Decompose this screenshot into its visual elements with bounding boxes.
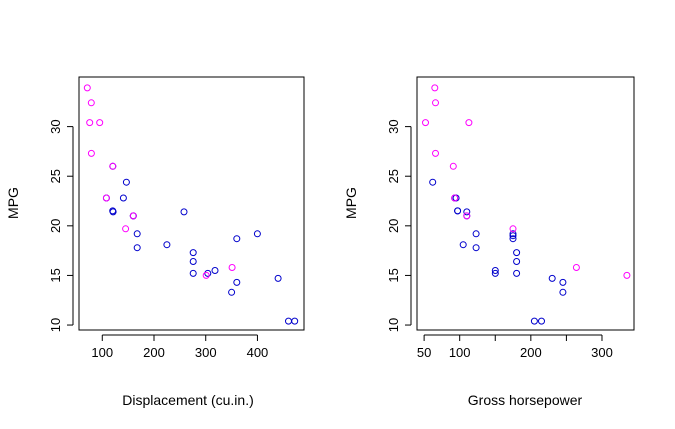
x-tick-label: 100	[449, 345, 471, 360]
data-point	[189, 249, 197, 257]
data-point	[509, 230, 517, 238]
y-axis-label: MPG	[343, 187, 359, 219]
data-points	[83, 84, 299, 325]
data-point	[86, 119, 94, 127]
y-tick-label: 25	[386, 169, 401, 183]
data-point	[129, 212, 137, 220]
data-point	[465, 119, 473, 127]
data-point	[291, 317, 299, 325]
data-point	[87, 149, 95, 157]
y-axis-label: MPG	[5, 187, 21, 219]
x-axis: 100 200 300 400	[91, 334, 269, 360]
data-point	[233, 278, 241, 286]
y-tick-label: 15	[48, 268, 63, 282]
y-axis: 10 15 20 25 30	[48, 119, 74, 332]
x-tick-label: 200	[143, 345, 165, 360]
data-point	[451, 194, 459, 202]
data-point	[513, 258, 521, 265]
displacement-scatter-panel: 100 200 300 400 10 15 20 25 30 Displacement (cu…	[5, 76, 305, 408]
data-point	[559, 288, 567, 296]
data-point	[449, 162, 457, 170]
data-point	[202, 271, 210, 279]
data-point	[432, 149, 439, 157]
data-point	[538, 317, 545, 325]
x-tick-label: 400	[247, 345, 269, 360]
x-axis-label: Displacement (cu.in.)	[122, 392, 254, 408]
data-point	[133, 230, 141, 238]
data-point	[530, 317, 538, 325]
x-axis: 50 100 200 300	[417, 334, 613, 360]
data-point	[509, 235, 517, 243]
data-point	[274, 274, 282, 282]
data-point	[429, 178, 437, 186]
data-point	[623, 271, 631, 279]
data-point	[491, 267, 499, 274]
data-point	[83, 84, 91, 92]
data-point	[285, 317, 292, 325]
data-point	[122, 225, 130, 233]
data-point	[228, 264, 236, 271]
data-point	[431, 84, 439, 92]
data-points	[422, 84, 631, 325]
data-point	[122, 178, 130, 186]
data-point	[513, 249, 521, 257]
plot-frame	[416, 76, 635, 331]
data-point	[96, 119, 104, 127]
data-point	[180, 208, 188, 216]
data-point	[432, 99, 439, 107]
data-point	[87, 99, 95, 107]
data-point	[189, 269, 197, 277]
data-point	[163, 241, 171, 249]
data-point	[253, 230, 261, 238]
y-tick-label: 30	[48, 119, 63, 133]
data-point	[548, 274, 556, 282]
x-tick-label: 300	[591, 345, 613, 360]
data-point	[463, 212, 471, 220]
data-point	[509, 232, 517, 240]
data-point	[491, 269, 499, 277]
data-point	[109, 162, 117, 170]
data-point	[459, 241, 467, 249]
y-tick-label: 15	[386, 268, 401, 282]
x-tick-label: 50	[417, 345, 431, 360]
y-tick-label: 10	[386, 318, 401, 332]
data-point	[119, 194, 127, 202]
y-tick-label: 20	[386, 219, 401, 233]
data-point	[109, 208, 117, 216]
x-tick-label: 100	[91, 345, 113, 360]
data-point	[559, 278, 567, 286]
y-axis: 10 15 20 25 30	[386, 119, 412, 332]
data-point	[454, 207, 462, 215]
data-point	[211, 267, 219, 274]
x-tick-label: 300	[195, 345, 217, 360]
data-point	[463, 208, 471, 216]
data-point	[102, 194, 110, 202]
data-point	[513, 269, 521, 277]
x-tick-label: 200	[520, 345, 542, 360]
data-point	[509, 225, 517, 233]
data-point	[189, 258, 197, 265]
data-point	[133, 244, 141, 252]
y-tick-label: 10	[48, 318, 63, 332]
y-tick-label: 20	[48, 219, 63, 233]
data-point	[204, 269, 212, 277]
y-tick-label: 25	[48, 169, 63, 183]
plot-frame	[78, 76, 305, 331]
data-point	[472, 244, 480, 252]
data-point	[572, 264, 580, 271]
data-point	[233, 235, 241, 243]
data-point	[228, 288, 236, 296]
data-point	[422, 119, 429, 127]
data-point	[472, 230, 480, 238]
y-tick-label: 30	[386, 119, 401, 133]
x-axis-label: Gross horsepower	[468, 392, 583, 408]
